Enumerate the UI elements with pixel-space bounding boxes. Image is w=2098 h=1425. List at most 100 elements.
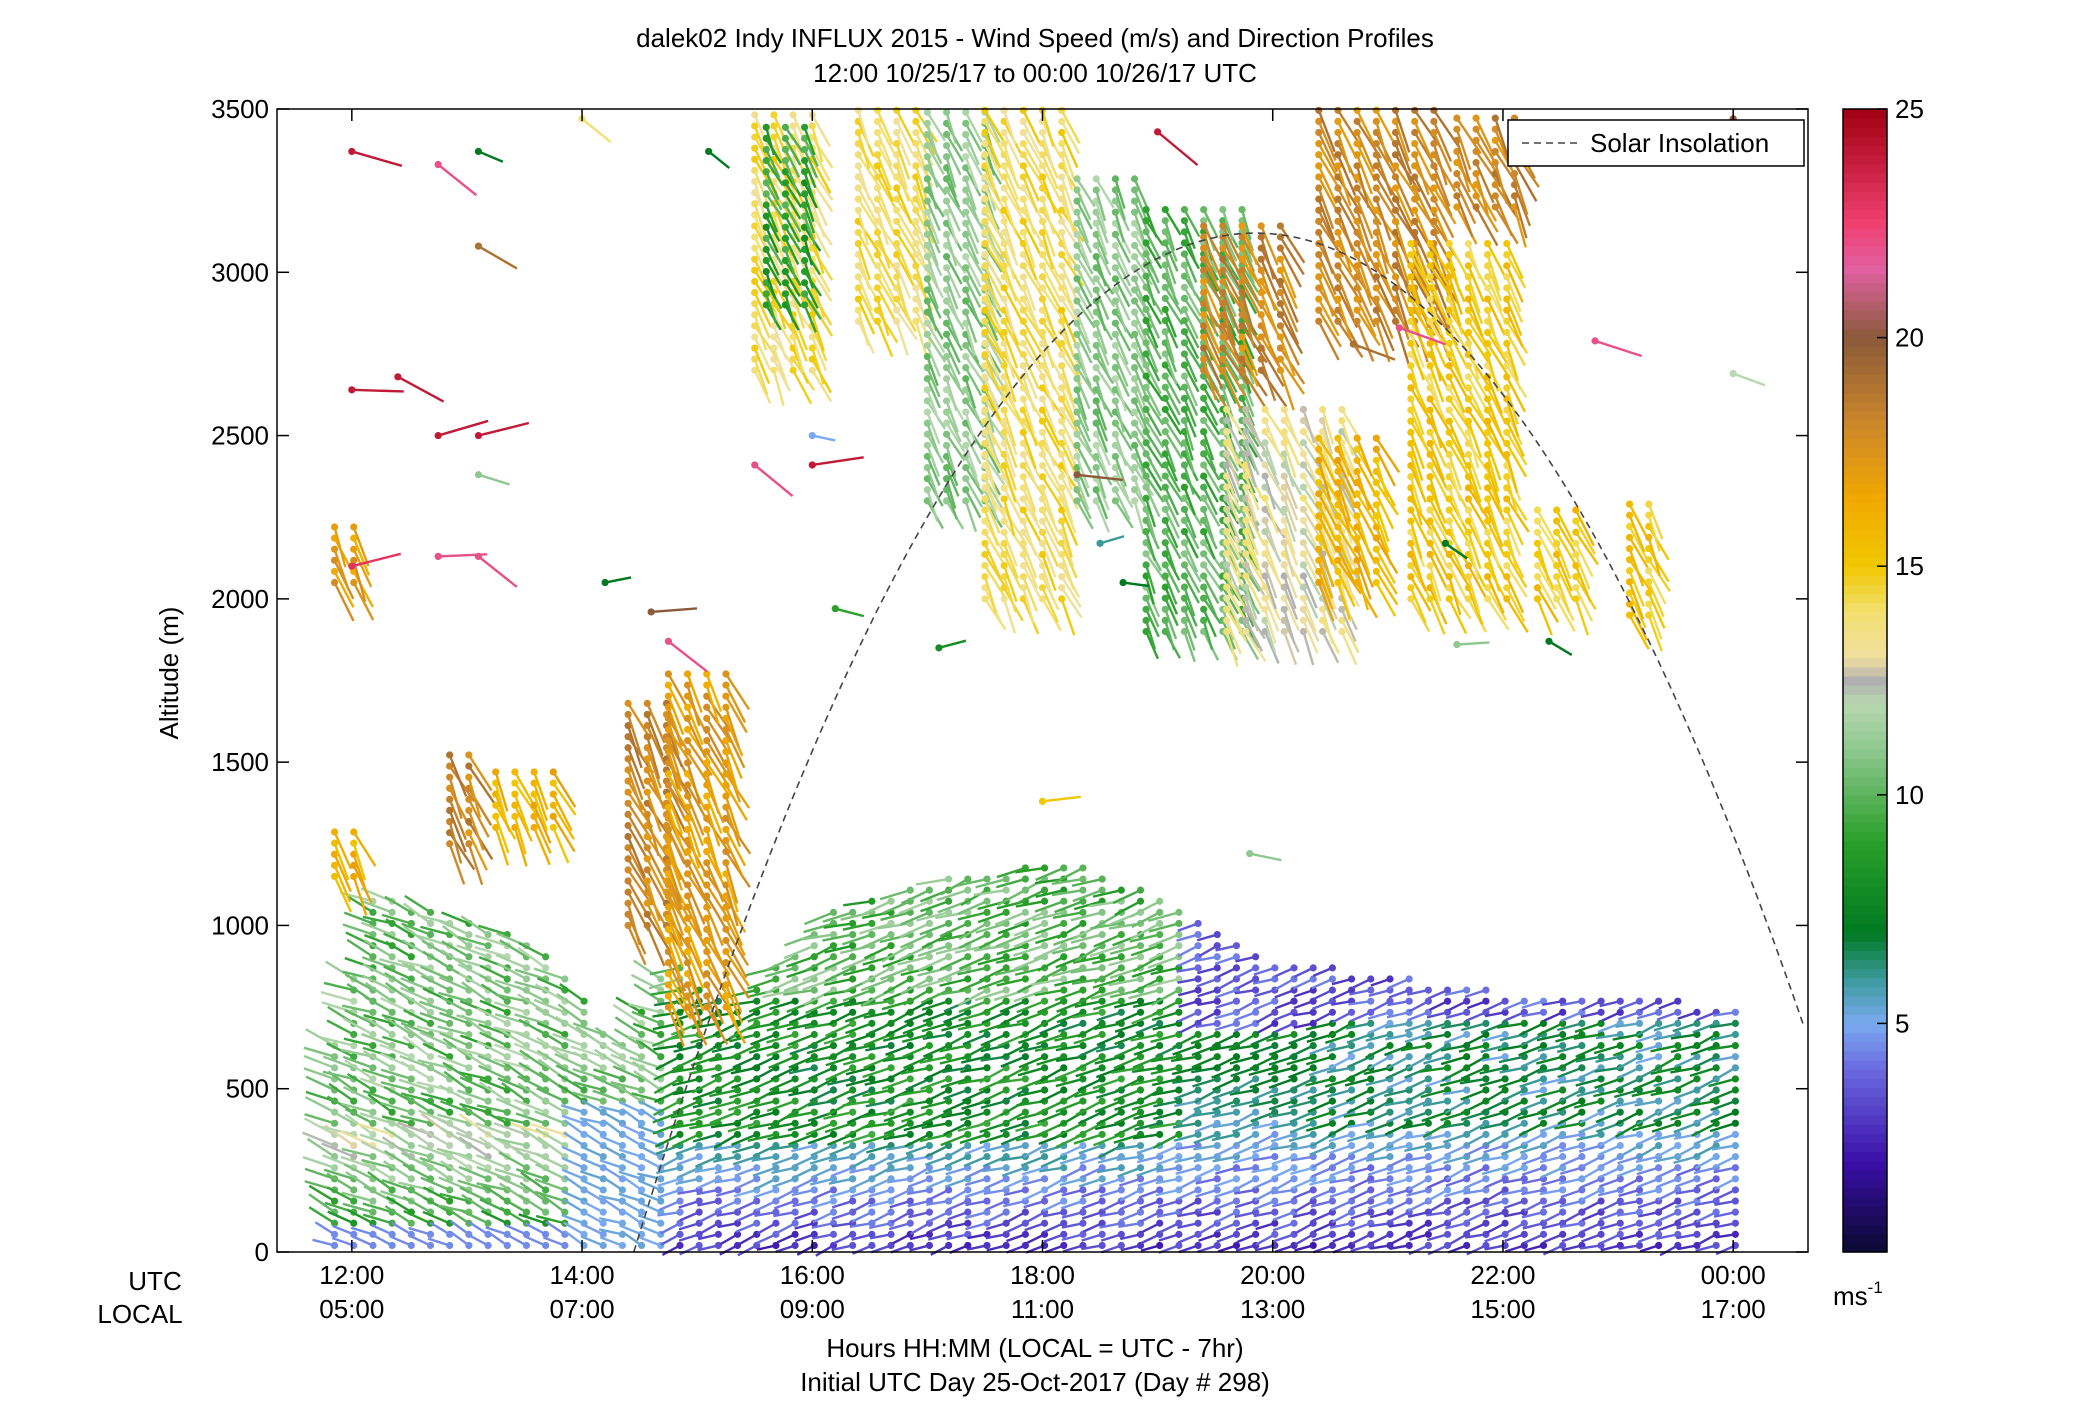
barb-point [1098, 986, 1106, 994]
barb-point [964, 1108, 972, 1116]
barb-shaft [340, 1155, 374, 1169]
wind-barb [346, 1072, 377, 1094]
barb-point [1443, 1230, 1452, 1238]
barb-point [945, 919, 953, 928]
barb-point [1060, 1164, 1068, 1172]
barb-point [637, 1030, 646, 1039]
barb-point [925, 1130, 934, 1139]
wind-barb [326, 1172, 358, 1194]
wind-barb [326, 1042, 358, 1061]
barb-point [810, 1030, 818, 1039]
barb-point [503, 1130, 511, 1139]
barb-point [1117, 1241, 1125, 1250]
barb-shaft [416, 1025, 450, 1036]
barb-point [849, 942, 857, 950]
barb-shaft [380, 1101, 412, 1114]
barb-shaft [379, 958, 412, 970]
barb-shaft [409, 1234, 432, 1247]
barb-point [964, 1030, 972, 1039]
barb-point [753, 1108, 761, 1116]
barb-point [1040, 1086, 1049, 1094]
barb-point [1021, 1175, 1029, 1183]
wind-barb [408, 1226, 435, 1238]
barb-point [753, 1030, 761, 1039]
wind-barb [476, 1040, 511, 1061]
barb-shaft [500, 1059, 528, 1080]
barb-point [983, 1108, 991, 1116]
barb-point [714, 1230, 722, 1238]
barb-shaft [383, 1149, 412, 1169]
barb-point [1079, 1042, 1087, 1050]
wind-barb [351, 1235, 377, 1250]
barb-point [599, 1208, 607, 1216]
barb-shaft [308, 1184, 336, 1203]
wind-barb [478, 973, 511, 994]
wind-barb [505, 1233, 531, 1250]
barb-point [1175, 930, 1183, 939]
barb-point [580, 1042, 588, 1050]
barb-shaft [420, 1176, 451, 1192]
barb-point [580, 1108, 588, 1116]
barb-point [676, 1197, 684, 1205]
barb-point [753, 1219, 761, 1227]
barb-point [1002, 997, 1010, 1005]
wind-barb [480, 1209, 511, 1227]
barb-shaft [535, 1127, 566, 1147]
wind-barb [441, 940, 473, 961]
barb-point [1098, 1130, 1106, 1139]
barb-point [772, 1097, 780, 1105]
wind-barb [495, 953, 531, 972]
barb-point [1309, 1119, 1317, 1127]
barb-point [1347, 1219, 1356, 1227]
wind-barb [437, 1054, 473, 1072]
barb-point [1405, 1030, 1413, 1039]
barb-shaft [403, 1209, 432, 1225]
barb-point [829, 953, 838, 961]
wind-barb [487, 1231, 511, 1250]
barb-point [522, 1008, 531, 1016]
barb-point [1290, 1030, 1298, 1039]
barb-point [1367, 1019, 1375, 1027]
barb-point [1021, 1075, 1029, 1083]
barb-point [1213, 964, 1221, 972]
barb-point [1136, 1208, 1145, 1216]
wind-barb [419, 1000, 454, 1016]
wind-barb [332, 1224, 358, 1238]
barb-point [714, 1197, 722, 1205]
barb-shaft [326, 1172, 355, 1191]
barb-shaft [408, 1226, 431, 1236]
barb-point [1156, 1130, 1164, 1139]
barb-shaft [439, 1160, 470, 1180]
barb-point [369, 1208, 377, 1216]
barb-point [1060, 897, 1068, 905]
barb-point [887, 1042, 895, 1050]
wind-barb [384, 1205, 415, 1227]
barb-shaft [362, 963, 393, 981]
barb-point [964, 1130, 972, 1139]
wind-barb [539, 1192, 569, 1216]
barb-point [1309, 1030, 1317, 1039]
barb-shaft [420, 1062, 451, 1080]
barb-point [1424, 986, 1432, 994]
barb-point [1079, 1141, 1087, 1150]
wind-barb [442, 925, 473, 950]
wind-barb [308, 1206, 339, 1227]
barb-point [350, 1197, 358, 1205]
barb-point [810, 1208, 818, 1216]
barb-point [1367, 1164, 1375, 1172]
barb-point [350, 1186, 358, 1194]
wind-barb [362, 1049, 396, 1072]
barb-point [388, 1186, 396, 1194]
barb-shaft [303, 1054, 335, 1069]
barb-point [580, 1064, 588, 1072]
barb-point [522, 1141, 531, 1150]
barb-point [1002, 1164, 1010, 1172]
barb-shaft [478, 924, 508, 936]
barb-point [829, 1042, 838, 1050]
barb-shaft [303, 1067, 335, 1081]
barb-shaft [456, 1153, 489, 1169]
barb-point [1117, 1075, 1125, 1083]
barb-point [1405, 997, 1413, 1005]
barb-shaft [383, 1160, 412, 1180]
barb-shaft [402, 1035, 432, 1058]
